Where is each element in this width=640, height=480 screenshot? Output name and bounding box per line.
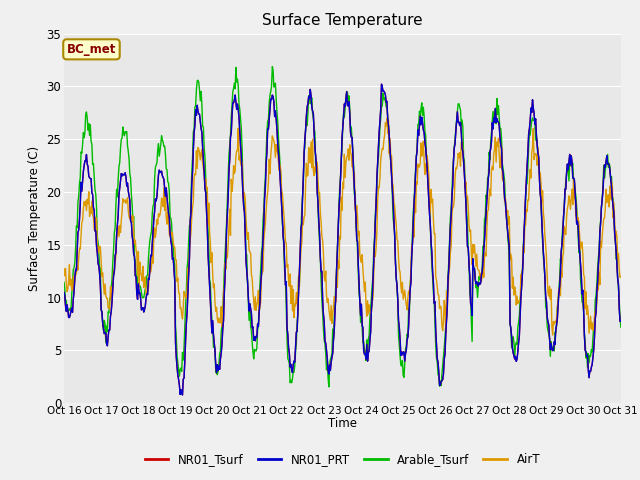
Legend: NR01_Tsurf, NR01_PRT, Arable_Tsurf, AirT: NR01_Tsurf, NR01_PRT, Arable_Tsurf, AirT — [140, 449, 545, 471]
Y-axis label: Surface Temperature (C): Surface Temperature (C) — [28, 146, 41, 291]
Title: Surface Temperature: Surface Temperature — [262, 13, 422, 28]
Text: BC_met: BC_met — [67, 43, 116, 56]
X-axis label: Time: Time — [328, 418, 357, 431]
